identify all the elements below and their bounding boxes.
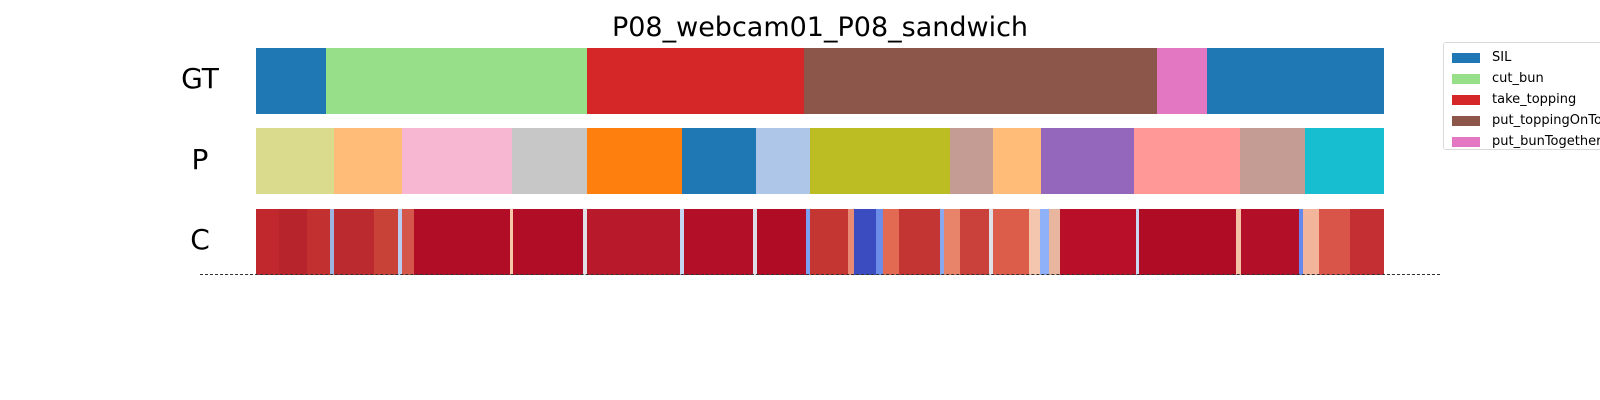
segment-c-27 bbox=[989, 209, 994, 275]
segment-gt-2 bbox=[586, 48, 805, 114]
segment-c-28 bbox=[992, 209, 1030, 275]
segment-c-16 bbox=[756, 209, 808, 275]
legend-swatch bbox=[1452, 115, 1480, 126]
prediction-track bbox=[256, 128, 1384, 194]
segment-c-33 bbox=[1135, 209, 1140, 275]
legend-label: put_toppingOnTop bbox=[1492, 113, 1600, 128]
segment-c-8 bbox=[413, 209, 511, 275]
segment-p-7 bbox=[809, 128, 951, 194]
segment-c-34 bbox=[1139, 209, 1237, 275]
segment-gt-4 bbox=[1157, 48, 1208, 114]
legend-item: take_topping bbox=[1448, 89, 1600, 110]
segment-c-13 bbox=[680, 209, 685, 275]
segment-p-4 bbox=[586, 128, 683, 194]
segment-c-38 bbox=[1302, 209, 1320, 275]
segment-c-5 bbox=[374, 209, 399, 275]
segment-c-15 bbox=[753, 209, 758, 275]
segment-gt-5 bbox=[1206, 48, 1384, 114]
legend-label: take_topping bbox=[1492, 92, 1577, 107]
segment-c-26 bbox=[959, 209, 990, 275]
segment-c-1 bbox=[278, 209, 308, 275]
row-label-c: C bbox=[190, 223, 210, 256]
legend-label: SIL bbox=[1492, 50, 1512, 65]
segment-c-7 bbox=[401, 209, 415, 275]
segment-c-23 bbox=[898, 209, 941, 275]
legend-swatch bbox=[1452, 73, 1480, 84]
legend-item: put_bunTogether bbox=[1448, 131, 1600, 152]
segment-c-12 bbox=[586, 209, 681, 275]
segment-c-39 bbox=[1318, 209, 1351, 275]
legend-item: put_toppingOnTop bbox=[1448, 110, 1600, 131]
segment-c-11 bbox=[583, 209, 588, 275]
segment-c-9 bbox=[509, 209, 514, 275]
segment-c-37 bbox=[1299, 209, 1304, 275]
segment-gt-3 bbox=[804, 48, 1158, 114]
segment-gt-1 bbox=[325, 48, 588, 114]
segment-p-6 bbox=[755, 128, 811, 194]
segment-p-13 bbox=[1305, 128, 1384, 194]
row-label-gt: GT bbox=[181, 62, 219, 95]
legend-swatch bbox=[1452, 94, 1480, 105]
legend-label: put_bunTogether bbox=[1492, 134, 1600, 149]
segment-c-40 bbox=[1350, 209, 1384, 275]
segment-c-3 bbox=[330, 209, 335, 275]
segment-c-36 bbox=[1240, 209, 1300, 275]
legend-swatch bbox=[1452, 136, 1480, 147]
legend-item: SIL bbox=[1448, 47, 1600, 68]
segment-c-35 bbox=[1236, 209, 1242, 275]
segment-p-12 bbox=[1239, 128, 1306, 194]
segment-c-29 bbox=[1028, 209, 1041, 275]
segment-c-4 bbox=[333, 209, 375, 275]
segment-c-32 bbox=[1060, 209, 1137, 275]
legend-swatch bbox=[1452, 52, 1480, 63]
segment-c-25 bbox=[944, 209, 961, 275]
segment-c-14 bbox=[683, 209, 754, 275]
segment-c-2 bbox=[306, 209, 331, 275]
confidence-track bbox=[256, 209, 1384, 275]
gt-track bbox=[256, 48, 1384, 114]
segment-p-10 bbox=[1041, 128, 1135, 194]
segment-p-8 bbox=[949, 128, 994, 194]
segment-c-6 bbox=[398, 209, 403, 275]
dashed-baseline bbox=[200, 274, 1440, 275]
segment-p-5 bbox=[682, 128, 757, 194]
segment-gt-0 bbox=[256, 48, 327, 114]
row-label-p: P bbox=[191, 143, 209, 176]
segment-p-2 bbox=[401, 128, 513, 194]
segment-p-11 bbox=[1133, 128, 1241, 194]
legend-label: cut_bun bbox=[1492, 71, 1544, 86]
segment-c-22 bbox=[883, 209, 900, 275]
segment-c-21 bbox=[876, 209, 884, 275]
segment-p-0 bbox=[256, 128, 335, 194]
segment-c-18 bbox=[809, 209, 849, 275]
segment-p-1 bbox=[333, 128, 403, 194]
segment-p-9 bbox=[992, 128, 1042, 194]
segment-c-30 bbox=[1039, 209, 1050, 275]
segment-c-0 bbox=[256, 209, 280, 275]
segment-c-24 bbox=[939, 209, 945, 275]
segment-c-19 bbox=[848, 209, 855, 275]
segment-p-3 bbox=[512, 128, 588, 194]
segment-c-10 bbox=[513, 209, 584, 275]
segment-c-20 bbox=[853, 209, 877, 275]
legend-item: cut_bun bbox=[1448, 68, 1600, 89]
chart-title: P08_webcam01_P08_sandwich bbox=[611, 12, 1029, 43]
segment-c-17 bbox=[806, 209, 811, 275]
segment-c-31 bbox=[1048, 209, 1061, 275]
